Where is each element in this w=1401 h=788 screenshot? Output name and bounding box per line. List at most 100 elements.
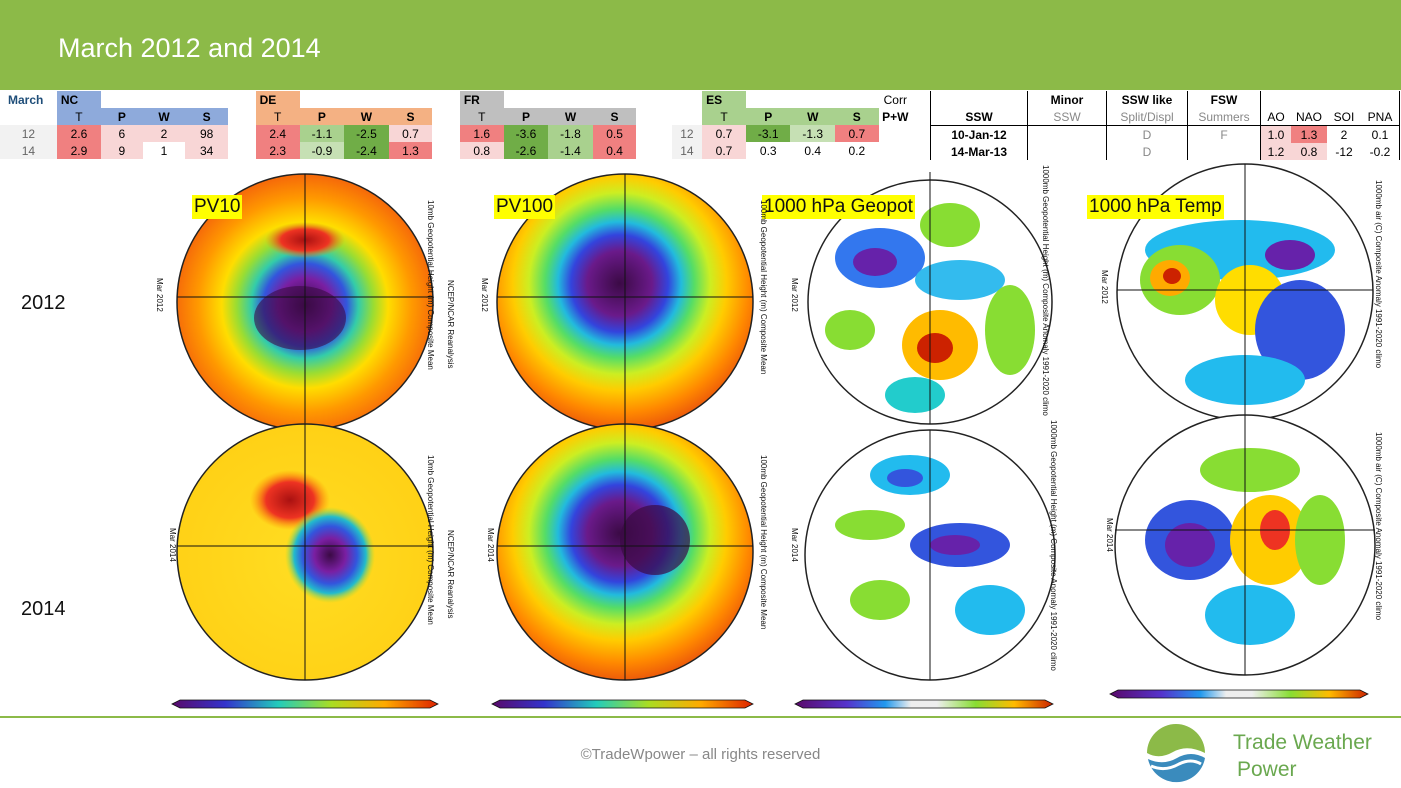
row-label-es-14: 14 (671, 142, 703, 159)
side-source-pv10-2014: NCEP/NCAR Reanalysis (446, 530, 455, 619)
group-de-label: DE (255, 91, 300, 108)
col-header-de-p: P (299, 108, 345, 125)
cell-fr-p-14: -2.6 (503, 142, 549, 159)
ssw-header: SSW (930, 108, 1028, 126)
cell-de-s-14: 1.3 (388, 142, 433, 159)
cell-nc-t-12: 2.6 (56, 125, 102, 142)
pw-label: P+W (882, 109, 909, 124)
mar-label-geopot-2012: Mar 2012 (790, 278, 799, 312)
row-label-es-12: 12 (671, 125, 703, 142)
side-label-temp-2012: 1000mb air (C) Composite Anomaly 1991-20… (1374, 180, 1383, 369)
minor-subheader: SSW (1027, 108, 1107, 126)
col-header-de-w: W (344, 108, 389, 125)
brand-name: Trade Weather Power (1233, 729, 1372, 783)
cell-nc-s-12: 98 (185, 125, 229, 142)
ssw-like-subheader: Split/Displ (1106, 108, 1188, 126)
cell-nc-t-14: 2.9 (56, 142, 102, 159)
mar-label-pv100-2012: Mar 2012 (480, 278, 489, 312)
ssw-index-table: Minor SSW like FSW SSW SSW Split/Displ S… (930, 91, 1400, 160)
cell-es-p-14: 0.3 (745, 142, 791, 159)
cell-es-w-14: 0.4 (790, 142, 835, 159)
fsw-2012: F (1187, 125, 1261, 143)
col-header-nc-p: P (101, 108, 143, 125)
cell-fr-t-14: 0.8 (459, 142, 504, 159)
soi-2014: -12 (1335, 144, 1353, 159)
mar-label-pv10-2012: Mar 2012 (155, 278, 164, 312)
col-header-de-s: S (388, 108, 433, 125)
ssw-date-2012: 10-Jan-12 (930, 125, 1028, 143)
year-label-2014: 2014 (21, 598, 66, 620)
col-header-de-t: T (255, 108, 300, 125)
cell-es-t-12: 0.7 (702, 125, 746, 142)
nao-2014: 0.8 (1291, 143, 1327, 160)
ssw-like-2012: D (1106, 125, 1188, 143)
mar-label-temp-2012: Mar 2012 (1100, 270, 1109, 304)
cell-nc-p-14: 9 (101, 142, 143, 159)
side-label-pv100-2014: 100mb Geopotential Height (m) Composite … (759, 455, 768, 630)
colorbar-pv10 (171, 699, 439, 709)
cell-fr-t-12: 1.6 (459, 125, 504, 142)
colorbar-pv100 (491, 699, 754, 709)
ao-2014: 1.2 (1260, 143, 1291, 160)
cell-nc-p-12: 6 (101, 125, 143, 142)
row-label-12: 12 (0, 125, 57, 142)
page-title: March 2012 and 2014 (58, 33, 321, 63)
side-source-pv10-2012: NCEP/NCAR Reanalysis (446, 280, 455, 369)
cell-es-w-12: -1.3 (790, 125, 835, 142)
map-title-geopot: 1000 hPa Geopot (762, 195, 915, 219)
minor-2014 (1027, 143, 1107, 160)
cell-es-s-12: 0.7 (834, 125, 879, 142)
corr-label: Corr (883, 92, 907, 107)
cell-de-w-14: -2.4 (344, 142, 389, 159)
fsw-2014 (1187, 143, 1261, 160)
footer-divider (0, 716, 1401, 718)
cell-nc-w-14: 1 (142, 142, 186, 159)
header-banner: March 2012 and 2014 (0, 0, 1401, 90)
nao-header: NAO (1295, 109, 1322, 124)
col-header-es-w: W (790, 108, 835, 125)
cell-fr-s-14: 0.4 (592, 142, 637, 159)
col-header-nc-w: W (142, 108, 186, 125)
minor-header: Minor (1027, 91, 1107, 108)
col-header-fr-p: P (503, 108, 549, 125)
mar-label-pv10-2014: Mar 2014 (168, 528, 177, 562)
fsw-subheader: Summers (1187, 108, 1261, 126)
map-title-temp: 1000 hPa Temp (1087, 195, 1224, 219)
colorbar-temp (1109, 689, 1369, 699)
cell-fr-w-14: -1.4 (548, 142, 593, 159)
col-header-es-s: S (834, 108, 879, 125)
minor-2012 (1027, 125, 1107, 143)
nao-2012: 1.3 (1291, 125, 1327, 143)
trade-weather-power-logo-icon (1147, 724, 1205, 783)
cell-de-p-12: -1.1 (299, 125, 345, 142)
pna-header: PNA (1361, 108, 1400, 126)
fsw-header: FSW (1187, 91, 1261, 108)
cell-es-t-14: 0.7 (702, 142, 746, 159)
cell-de-t-12: 2.4 (255, 125, 300, 142)
ao-2012: 1.0 (1260, 125, 1291, 143)
map-title-pv10: PV10 (192, 195, 243, 219)
year-label-2012: 2012 (21, 292, 66, 314)
colorbar-geopot (794, 699, 1054, 709)
cell-es-p-12: -3.1 (745, 125, 791, 142)
cell-fr-p-12: -3.6 (503, 125, 549, 142)
soi-2012: 2 (1340, 127, 1348, 142)
group-es-label: ES (702, 91, 746, 108)
side-label-temp-2014: 1000mb air (C) Composite Anomaly 1991-20… (1374, 432, 1383, 621)
col-header-fr-w: W (548, 108, 593, 125)
ao-header: AO (1267, 109, 1285, 124)
col-header-nc-t: T (56, 108, 102, 125)
cell-de-t-14: 2.3 (255, 142, 300, 159)
col-header-fr-s: S (592, 108, 637, 125)
side-label-geopot-2012: 1000mb Geopotential Height (m) Composite… (1041, 165, 1050, 416)
map-title-pv100: PV100 (494, 195, 556, 219)
pna-2014: -0.2 (1361, 143, 1400, 160)
cell-fr-w-12: -1.8 (548, 125, 593, 142)
ssw-like-header: SSW like (1106, 91, 1188, 108)
side-label-pv10-2014: 10mb Geopotential Height (m) Composite M… (426, 455, 435, 625)
copyright-text: ©TradeWpower – all rights reserved (580, 746, 821, 763)
ssw-like-2014: D (1106, 143, 1188, 160)
col-header-nc-s: S (185, 108, 229, 125)
